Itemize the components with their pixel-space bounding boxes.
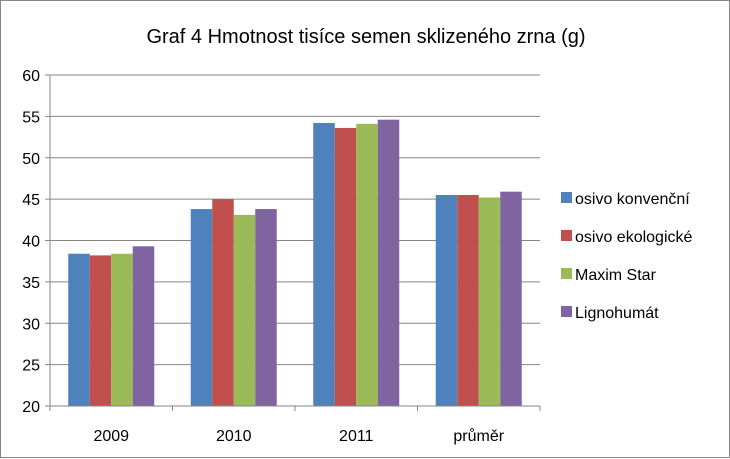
legend-swatch <box>561 230 572 241</box>
legend: osivo konvenční osivo ekologické Maxim Sta… <box>561 191 693 322</box>
bar <box>233 214 256 406</box>
legend-swatch <box>561 306 572 317</box>
bars <box>68 119 522 407</box>
y-tick-label: 20 <box>22 399 40 416</box>
y-tick-label: 60 <box>22 68 40 85</box>
chart-title: Graf 4 Hmotnost tisíce semen sklizeného … <box>146 26 585 48</box>
y-tick-label: 45 <box>22 192 40 209</box>
bar <box>334 127 357 407</box>
legend-label: Lignohumát <box>575 305 659 322</box>
bar <box>478 197 501 406</box>
y-tick-label: 55 <box>22 109 40 126</box>
bar <box>500 191 522 406</box>
y-tick-label: 25 <box>22 358 40 375</box>
y-tick-label: 50 <box>22 151 40 168</box>
bar <box>377 119 400 406</box>
legend-label: osivo konvenční <box>575 191 690 208</box>
legend-swatch <box>561 268 572 279</box>
bar <box>457 194 479 406</box>
bar <box>111 253 133 406</box>
legend-label: Maxim Star <box>575 267 657 284</box>
axes: 20 25 30 35 40 45 50 55 60 2009 2010 2011 průměr <box>22 68 541 445</box>
x-tick-label: 2009 <box>93 428 129 445</box>
y-tick-label: 30 <box>22 316 40 333</box>
bar <box>435 194 458 406</box>
x-tick-label: průměr <box>453 427 504 445</box>
bar <box>313 122 335 407</box>
bar <box>132 246 155 406</box>
bar <box>89 255 112 406</box>
bar <box>356 123 378 406</box>
bar <box>68 253 90 406</box>
x-tick-label: 2011 <box>339 428 374 445</box>
x-tick-label: 2010 <box>216 428 252 445</box>
legend-swatch <box>561 192 572 203</box>
bar <box>190 209 213 406</box>
y-tick-label: 35 <box>22 275 40 292</box>
bar <box>212 199 234 406</box>
y-tick-label: 40 <box>22 234 40 251</box>
bar <box>255 209 277 406</box>
legend-label: osivo ekologické <box>575 229 693 246</box>
